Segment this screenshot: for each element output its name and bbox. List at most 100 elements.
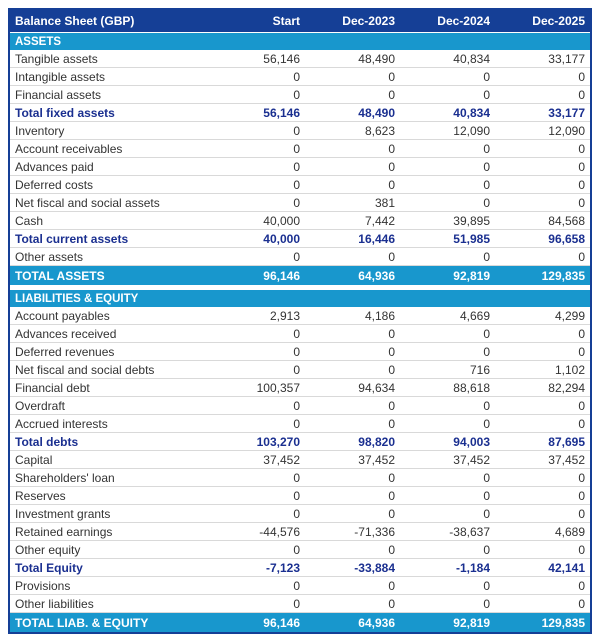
row-label: Reserves bbox=[15, 488, 66, 503]
row-value: 0 bbox=[293, 596, 300, 611]
row-value: 96,658 bbox=[548, 231, 585, 246]
row-value: 51,985 bbox=[453, 231, 490, 246]
row-value: 0 bbox=[578, 87, 585, 102]
row-value: 0 bbox=[578, 596, 585, 611]
row-value: 98,820 bbox=[358, 434, 395, 449]
row-value: 0 bbox=[483, 141, 490, 156]
row-value: 0 bbox=[293, 326, 300, 341]
row-value: 0 bbox=[293, 249, 300, 264]
row-value: -7,123 bbox=[265, 560, 300, 575]
row-value: 0 bbox=[388, 87, 395, 102]
row-value: 0 bbox=[483, 416, 490, 431]
row-value: 56,146 bbox=[263, 105, 300, 120]
section-assets: ASSETS Tangible assets 56,146 48,490 40,834… bbox=[10, 33, 590, 285]
row-value: 0 bbox=[578, 542, 585, 557]
row-value: 0 bbox=[388, 177, 395, 192]
row-value: 0 bbox=[483, 470, 490, 485]
row-value: 0 bbox=[483, 326, 490, 341]
row-value: 94,634 bbox=[358, 380, 395, 395]
row-label: Financial debt bbox=[15, 380, 90, 395]
row-value: 0 bbox=[578, 69, 585, 84]
row-value: 0 bbox=[388, 578, 395, 593]
row-value: 0 bbox=[483, 398, 490, 413]
row-value: 16,446 bbox=[358, 231, 395, 246]
total-row-label: TOTAL ASSETS bbox=[15, 268, 105, 283]
table-row: Investment grants 0 0 0 0 bbox=[10, 505, 590, 523]
total-row-value: 64,936 bbox=[358, 615, 395, 630]
row-value: 0 bbox=[578, 488, 585, 503]
column-header-start: Start bbox=[272, 14, 300, 28]
section-header-assets: ASSETS bbox=[10, 33, 590, 50]
row-value: 0 bbox=[293, 123, 300, 138]
table-row: Tangible assets 56,146 48,490 40,834 33,177 bbox=[10, 50, 590, 68]
row-value: 2,913 bbox=[269, 308, 300, 323]
total-row-value: 96,146 bbox=[263, 615, 300, 630]
liabilities-equity-rows: Account payables 2,913 4,186 4,669 4,299 Adva… bbox=[10, 307, 590, 613]
row-value: 33,177 bbox=[548, 105, 585, 120]
row-value: 37,452 bbox=[453, 452, 490, 467]
total-row-value: 64,936 bbox=[358, 268, 395, 283]
row-value: 40,834 bbox=[453, 105, 490, 120]
row-value: 40,834 bbox=[453, 51, 490, 66]
row-value: 0 bbox=[578, 344, 585, 359]
total-liab-equity-row: TOTAL LIAB. & EQUITY 96,146 64,936 92,81… bbox=[10, 613, 590, 632]
row-value: -1,184 bbox=[455, 560, 490, 575]
table-row: Account payables 2,913 4,186 4,669 4,299 bbox=[10, 307, 590, 325]
table-row: Inventory 0 8,623 12,090 12,090 bbox=[10, 122, 590, 140]
row-value: 0 bbox=[388, 542, 395, 557]
row-value: 0 bbox=[483, 69, 490, 84]
row-value: 0 bbox=[293, 362, 300, 377]
row-value: 103,270 bbox=[256, 434, 300, 449]
row-value: 42,141 bbox=[548, 560, 585, 575]
row-value: 0 bbox=[388, 69, 395, 84]
row-label: Advances paid bbox=[15, 159, 94, 174]
assets-rows: Tangible assets 56,146 48,490 40,834 33,177 I… bbox=[10, 50, 590, 266]
table-row: Capital 37,452 37,452 37,452 37,452 bbox=[10, 451, 590, 469]
row-value: -38,637 bbox=[449, 524, 490, 539]
row-value: 0 bbox=[578, 470, 585, 485]
row-value: 100,357 bbox=[256, 380, 300, 395]
row-value: 0 bbox=[578, 578, 585, 593]
row-label: Inventory bbox=[15, 123, 65, 138]
row-value: 0 bbox=[483, 87, 490, 102]
row-label: Capital bbox=[15, 452, 53, 467]
row-value: 0 bbox=[293, 542, 300, 557]
table-title: Balance Sheet (GBP) bbox=[15, 14, 135, 28]
table-row: Reserves 0 0 0 0 bbox=[10, 487, 590, 505]
table-row: Financial assets 0 0 0 0 bbox=[10, 86, 590, 104]
table-row: Advances paid 0 0 0 0 bbox=[10, 158, 590, 176]
row-value: 0 bbox=[483, 506, 490, 521]
row-value: 0 bbox=[388, 344, 395, 359]
row-value: 0 bbox=[293, 195, 300, 210]
row-value: 4,689 bbox=[554, 524, 585, 539]
row-value: 4,299 bbox=[554, 308, 585, 323]
row-label: Total debts bbox=[15, 434, 79, 449]
row-value: 0 bbox=[388, 416, 395, 431]
table-row: Account receivables 0 0 0 0 bbox=[10, 140, 590, 158]
row-value: 0 bbox=[388, 488, 395, 503]
row-value: 0 bbox=[293, 177, 300, 192]
row-value: 0 bbox=[293, 87, 300, 102]
row-value: 0 bbox=[293, 578, 300, 593]
section-gap bbox=[10, 285, 590, 290]
table-header-row: Balance Sheet (GBP) Start Dec-2023 Dec-2… bbox=[10, 10, 590, 33]
row-value: 0 bbox=[293, 398, 300, 413]
row-label: Tangible assets bbox=[15, 51, 98, 66]
row-value: 0 bbox=[388, 470, 395, 485]
section-title: LIABILITIES & EQUITY bbox=[15, 292, 139, 305]
row-value: 4,669 bbox=[459, 308, 490, 323]
row-value: 0 bbox=[483, 344, 490, 359]
table-row: Other equity 0 0 0 0 bbox=[10, 541, 590, 559]
row-value: -44,576 bbox=[259, 524, 300, 539]
table-row: Net fiscal and social debts 0 0 716 1,102 bbox=[10, 361, 590, 379]
column-header-dec-2025: Dec-2025 bbox=[532, 14, 585, 28]
table-row: Provisions 0 0 0 0 bbox=[10, 577, 590, 595]
row-label: Total fixed assets bbox=[15, 105, 115, 120]
row-value: 48,490 bbox=[358, 51, 395, 66]
row-value: 0 bbox=[293, 416, 300, 431]
row-value: 0 bbox=[578, 416, 585, 431]
row-value: 0 bbox=[293, 344, 300, 359]
row-label: Total current assets bbox=[15, 231, 129, 246]
row-value: 12,090 bbox=[453, 123, 490, 138]
table-row: Net fiscal and social assets 0 381 0 0 bbox=[10, 194, 590, 212]
